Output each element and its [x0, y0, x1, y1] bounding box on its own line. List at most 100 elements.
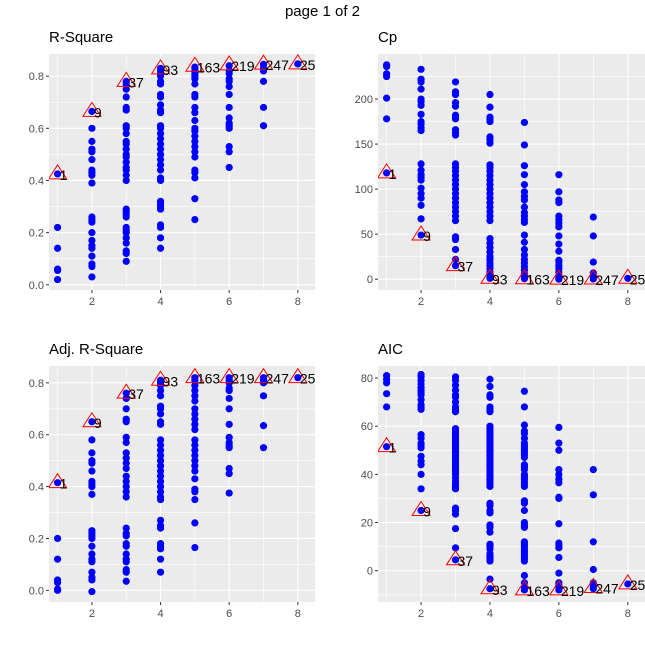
best-model-label: 163 [526, 583, 550, 599]
x-tick-label: 8 [295, 296, 301, 308]
data-point [122, 122, 130, 130]
panel-aic: 2468020406080193793163219247255 [361, 366, 645, 620]
data-point [156, 462, 165, 470]
data-point [451, 78, 460, 86]
best-model-label: 163 [197, 371, 221, 387]
data-point [191, 495, 199, 504]
data-point [156, 197, 165, 205]
data-point [383, 94, 391, 102]
data-point [417, 506, 425, 515]
best-model-marker [49, 472, 68, 489]
best-model-marker [514, 268, 535, 285]
data-point [451, 233, 460, 241]
best-model-label: 219 [231, 58, 255, 74]
data-point [520, 461, 529, 469]
y-tick-label: 0.8 [29, 378, 44, 390]
x-tick-label: 4 [157, 296, 163, 308]
data-point [156, 436, 165, 444]
data-point [520, 427, 529, 435]
data-point [156, 488, 165, 496]
data-point [259, 374, 268, 382]
data-point [53, 223, 62, 232]
data-point [122, 137, 130, 145]
best-model-marker [411, 225, 431, 241]
data-point [383, 443, 391, 451]
points-layer: 1 9 37 93 163 219 247 255 [49, 54, 315, 284]
data-point [225, 67, 233, 75]
data-point [486, 499, 494, 507]
data-point [88, 490, 96, 498]
best-model-label: 9 [423, 503, 431, 519]
data-point [225, 114, 233, 122]
data-point [417, 184, 425, 192]
data-point [156, 77, 165, 85]
data-point [225, 142, 233, 151]
y-tick-label: 0 [367, 274, 373, 286]
best-model-label: 247 [595, 581, 619, 597]
data-point [122, 464, 130, 473]
data-point [417, 117, 425, 126]
data-point [520, 387, 529, 395]
data-point [191, 109, 199, 117]
best-model-marker [548, 269, 569, 285]
data-point [555, 446, 563, 454]
data-point [520, 506, 529, 515]
data-point [520, 141, 529, 149]
panel-title-r-square: R-Square [49, 29, 114, 46]
data-point [191, 436, 199, 444]
data-point [88, 568, 96, 576]
data-point [225, 103, 233, 112]
best-model-marker [378, 436, 397, 453]
data-point [486, 133, 494, 141]
data-point [88, 555, 96, 563]
y-tick-label: 0.0 [29, 585, 44, 597]
x-tick-label: 6 [556, 608, 562, 620]
data-point [156, 451, 165, 460]
data-point [383, 372, 391, 380]
data-point [122, 529, 130, 537]
data-point [451, 544, 460, 552]
data-point [53, 170, 62, 178]
data-point [156, 457, 165, 465]
data-point [451, 255, 460, 263]
y-tick-label: 20 [361, 518, 373, 530]
data-point [191, 446, 199, 454]
data-point [122, 524, 130, 532]
data-point [122, 472, 130, 480]
data-point [122, 438, 130, 447]
data-point [122, 449, 130, 457]
data-point [259, 444, 268, 452]
data-point [88, 477, 96, 486]
data-point [122, 405, 130, 413]
data-point [451, 556, 460, 564]
data-point [191, 103, 199, 112]
data-point [122, 93, 130, 101]
best-model-marker [184, 367, 205, 384]
data-point [555, 171, 563, 179]
data-point [191, 174, 199, 182]
best-model-marker [116, 383, 137, 399]
x-tick-label: 4 [487, 296, 493, 308]
data-point [589, 232, 597, 240]
best-model-label: 9 [94, 104, 102, 120]
data-point [225, 119, 233, 127]
data-point [417, 166, 425, 174]
best-model-marker [548, 580, 569, 596]
data-point [122, 85, 130, 93]
data-point [88, 260, 96, 268]
data-point [225, 82, 233, 91]
data-point [88, 124, 96, 132]
data-point [520, 231, 529, 239]
best-model-label: 255 [630, 271, 645, 287]
data-point [555, 539, 563, 547]
x-tick-label: 8 [625, 608, 631, 620]
best-model-label: 219 [231, 371, 255, 387]
data-point [53, 265, 62, 273]
data-point [383, 403, 391, 411]
data-point [451, 524, 460, 533]
data-point [88, 242, 96, 250]
data-point [486, 585, 494, 593]
data-point [122, 171, 130, 179]
data-point [417, 470, 425, 478]
data-point [589, 269, 597, 277]
